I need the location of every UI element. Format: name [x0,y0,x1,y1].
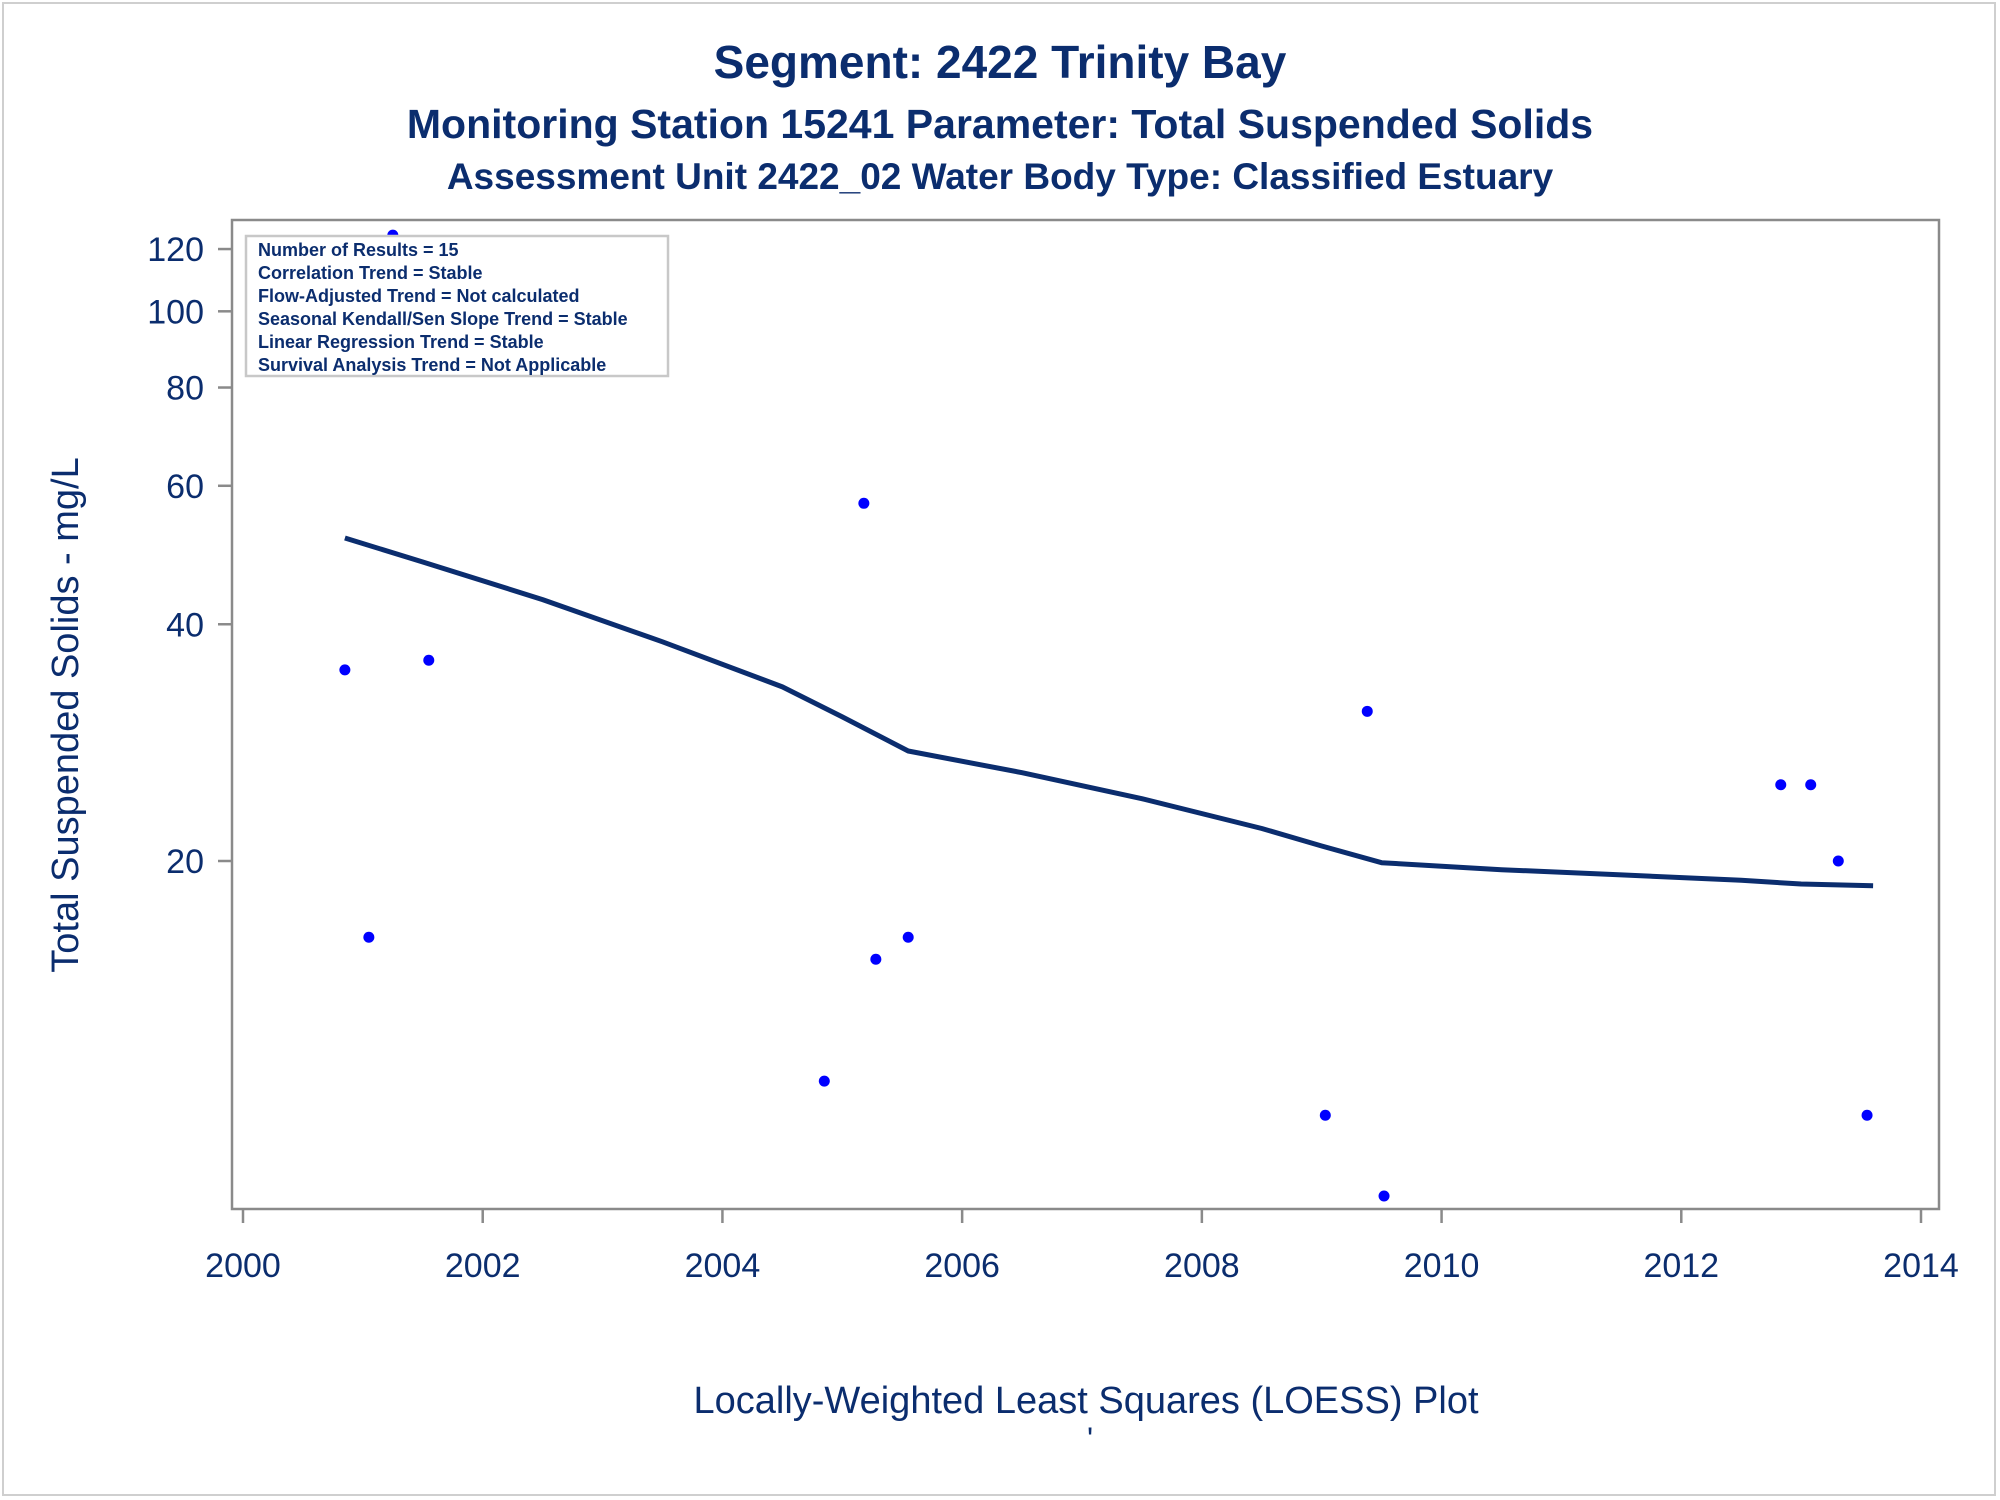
y-tick-label: 40 [166,606,204,644]
data-point [858,497,870,509]
data-point [870,953,882,965]
data-point [1319,1109,1331,1121]
y-tick-label: 60 [166,468,204,506]
stats-line: Seasonal Kendall/Sen Slope Trend = Stabl… [258,309,628,329]
x-axis: 2000 2002 2004 2006 2008 2010 2012 2014 [205,1209,1959,1285]
data-point [363,931,375,943]
plot-area [230,218,1941,1211]
footnote-mark: ' [1087,1421,1093,1457]
x-tick-label: 2000 [205,1247,281,1285]
stats-box: Number of Results = 15 Correlation Trend … [244,234,670,378]
loess-line [344,535,1874,889]
x-tick-label: 2002 [445,1247,521,1285]
x-tick-label: 2008 [1164,1247,1240,1285]
stats-line: Number of Results = 15 [258,240,459,260]
x-tick-label: 2006 [924,1247,1000,1285]
data-point [423,654,435,666]
data-point [1378,1190,1390,1202]
data-point [1775,779,1787,791]
y-axis-label: Total Suspended Solids - mg/L [45,457,87,972]
data-point [1861,1109,1873,1121]
data-point [1805,779,1817,791]
stats-line: Linear Regression Trend = Stable [258,332,544,352]
y-axis: 20 40 60 80 100 120 [147,231,232,881]
y-tick-label: 120 [147,231,204,269]
x-tick-label: 2010 [1404,1247,1480,1285]
stats-box-border [244,234,670,378]
x-tick-label: 2004 [685,1247,761,1285]
chart-subtitle-2: Assessment Unit 2422_02 Water Body Type:… [447,156,1554,197]
loess-line-series [344,535,1874,889]
y-tick-label: 100 [147,293,204,331]
data-point [1361,705,1373,717]
chart-subtitle: Monitoring Station 15241 Parameter: Tota… [407,101,1593,147]
stats-line: Survival Analysis Trend = Not Applicable [258,355,606,375]
stats-line: Flow-Adjusted Trend = Not calculated [258,286,580,306]
y-tick-label: 80 [166,370,204,408]
data-point [818,1075,830,1087]
data-point [902,931,914,943]
data-point [339,664,351,676]
stats-line: Correlation Trend = Stable [258,263,483,283]
data-point [1832,855,1844,867]
x-axis-label: Locally-Weighted Least Squares (LOESS) P… [693,1380,1478,1422]
y-tick-label: 20 [166,843,204,881]
x-tick-label: 2012 [1643,1247,1719,1285]
chart-title: Segment: 2422 Trinity Bay [714,36,1287,88]
x-tick-label: 2014 [1883,1247,1959,1285]
